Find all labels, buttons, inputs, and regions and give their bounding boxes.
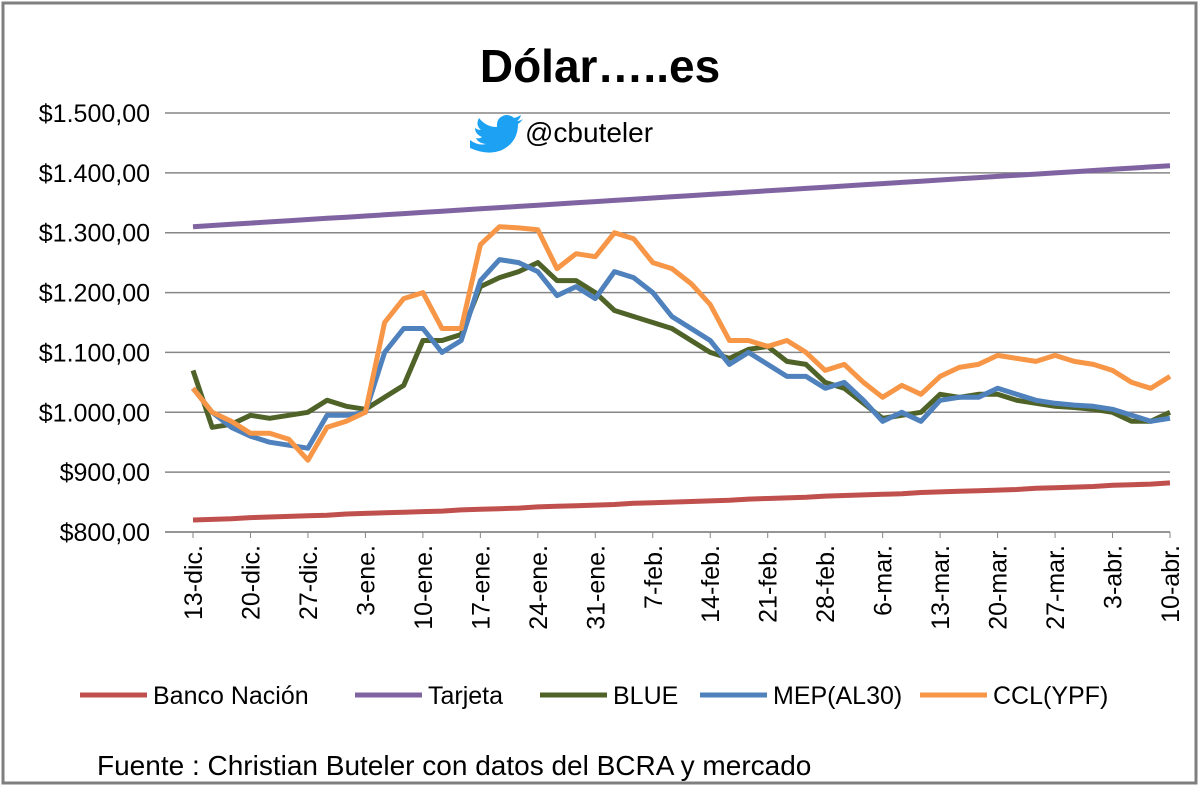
x-tick-label: 31-ene.	[582, 545, 610, 630]
series-line	[192, 480, 1171, 523]
x-tick-label: 27-mar.	[1042, 545, 1070, 630]
x-tick-label: 3-abr.	[1100, 545, 1128, 609]
x-tick-label: 6-mar.	[870, 545, 898, 616]
x-tick-label: 28-feb.	[812, 545, 840, 623]
x-tick-label: 20-mar.	[985, 545, 1013, 630]
x-tick-label: 14-feb.	[697, 545, 725, 623]
y-tick-label: $800,00	[60, 519, 150, 547]
x-tick-label: 13-dic.	[180, 545, 208, 620]
y-tick-label: $1.500,00	[39, 100, 150, 128]
y-tick-label: $1.200,00	[39, 280, 150, 308]
x-tick-label: 7-feb.	[640, 545, 668, 609]
series-line	[191, 257, 1171, 451]
legend-label: Tarjeta	[428, 682, 503, 710]
series-line	[191, 224, 1172, 463]
y-tick-label: $1.000,00	[39, 399, 150, 427]
subtitle: @cbuteler	[525, 117, 653, 148]
x-tick-label: 10-abr.	[1157, 545, 1185, 623]
x-tick-label: 27-dic.	[295, 545, 323, 620]
y-tick-label: $900,00	[60, 459, 150, 487]
x-tick-label: 3-ene.	[352, 545, 380, 616]
x-tick-label: 24-ene.	[525, 545, 553, 630]
x-tick-label: 20-dic.	[237, 545, 265, 620]
series-line	[192, 163, 1171, 230]
x-tick-label: 17-ene.	[467, 545, 495, 630]
legend-label: Banco Nación	[153, 682, 309, 710]
x-tick-label: 10-ene.	[410, 545, 438, 630]
chart-title: Dólar…..es	[480, 40, 720, 92]
x-tick-label: 13-mar.	[927, 545, 955, 630]
y-tick-label: $1.100,00	[39, 339, 150, 367]
y-tick-label: $1.400,00	[39, 160, 150, 188]
series-line	[190, 260, 1172, 430]
legend-label: CCL(YPF)	[993, 682, 1108, 710]
x-tick-label: 21-feb.	[755, 545, 783, 623]
twitter-icon	[470, 115, 523, 153]
legend-label: MEP(AL30)	[773, 682, 902, 710]
y-tick-label: $1.300,00	[39, 220, 150, 248]
source: Fuente : Christian Buteler con datos del…	[97, 750, 811, 781]
legend-label: BLUE	[613, 682, 678, 710]
